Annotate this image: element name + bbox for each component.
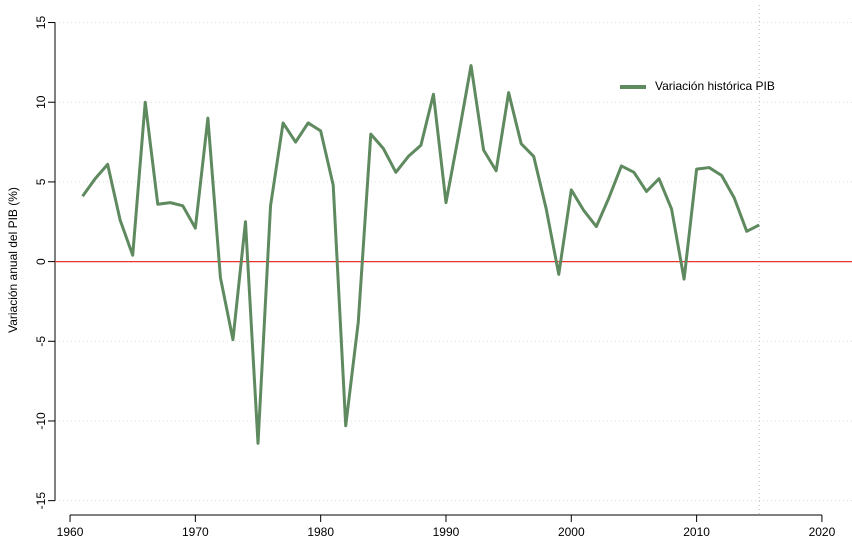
legend-label: Variación histórica PIB <box>655 79 775 93</box>
y-tick-label: 5 <box>34 178 48 185</box>
y-axis-label: Variación anual del PIB (%) <box>6 187 20 333</box>
y-tick-label: -10 <box>34 412 48 430</box>
x-tick-label: 2020 <box>809 525 836 539</box>
y-tick-label: -15 <box>34 492 48 510</box>
y-tick-label: 10 <box>34 95 48 109</box>
data-line <box>81 64 760 445</box>
y-tick-label: 15 <box>34 16 48 30</box>
y-tick-label: 0 <box>34 258 48 265</box>
x-tick-label: 2010 <box>683 525 710 539</box>
x-tick-label: 1960 <box>57 525 84 539</box>
x-tick-label: 1980 <box>307 525 334 539</box>
y-tick-label: -5 <box>34 336 48 347</box>
x-tick-label: 2000 <box>558 525 585 539</box>
x-tick-label: 1990 <box>433 525 460 539</box>
x-tick-label: 1970 <box>182 525 209 539</box>
